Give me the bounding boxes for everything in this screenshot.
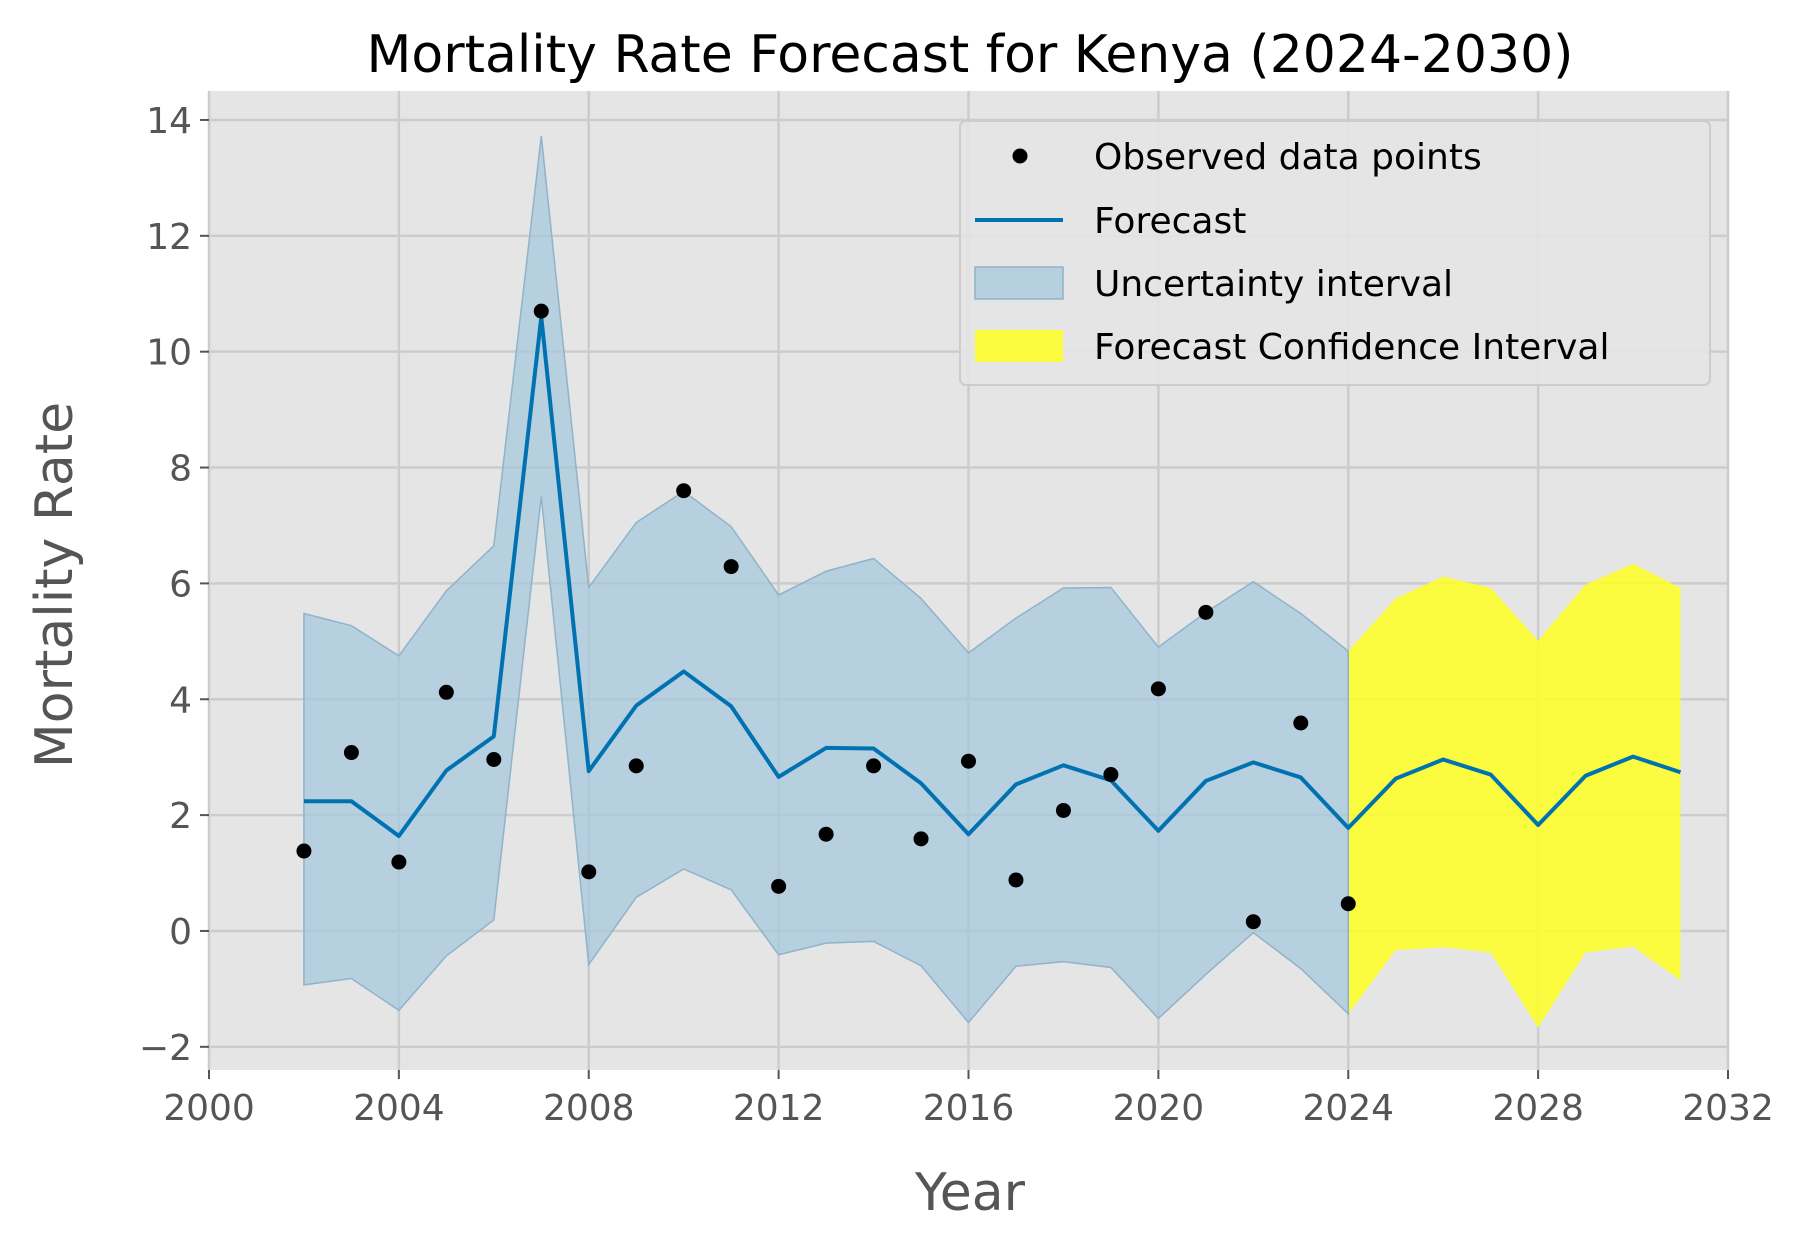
legend-label: Forecast bbox=[1094, 201, 1246, 242]
x-tick-label: 2008 bbox=[543, 1088, 635, 1129]
observed-point bbox=[1103, 767, 1119, 783]
y-tick-label: 10 bbox=[146, 333, 192, 374]
x-tick-label: 2012 bbox=[733, 1088, 825, 1129]
y-tick-label: 14 bbox=[146, 101, 192, 142]
x-tick-label: 2024 bbox=[1302, 1088, 1394, 1129]
observed-point bbox=[723, 559, 739, 575]
uncertainty-interval bbox=[303, 136, 1349, 1024]
observed-point bbox=[438, 684, 454, 700]
x-tick-label: 2032 bbox=[1682, 1088, 1774, 1129]
x-axis-ticks: 2000 2004 2008 2012 2016 2020 2024 2028 2032 bbox=[163, 1070, 1774, 1129]
observed-point bbox=[391, 854, 407, 870]
observed-point bbox=[1055, 802, 1071, 818]
observed-point bbox=[628, 758, 644, 774]
legend-marker-uncertainty bbox=[974, 266, 1064, 300]
observed-point bbox=[533, 303, 549, 319]
forecast-series-line bbox=[303, 314, 1682, 838]
x-tick-label: 2020 bbox=[1113, 1088, 1205, 1129]
observed-point bbox=[961, 753, 976, 769]
legend-label: Observed data points bbox=[1094, 137, 1482, 178]
y-tick-label: 4 bbox=[169, 680, 192, 721]
observed-point bbox=[343, 745, 359, 761]
observed-point bbox=[486, 752, 502, 768]
legend-label: Forecast Confidence Interval bbox=[1094, 327, 1610, 368]
y-tick-label: 12 bbox=[146, 217, 192, 258]
legend-box bbox=[959, 120, 1711, 386]
legend-label: Uncertainty interval bbox=[1094, 264, 1453, 305]
y-axis-ticks: −2 0 2 4 6 8 10 12 14 bbox=[139, 101, 209, 1069]
legend: Observed data points Forecast Uncertainty … bbox=[959, 120, 1711, 386]
x-tick-label: 2028 bbox=[1492, 1088, 1584, 1129]
y-tick-label: −2 bbox=[139, 1028, 192, 1069]
observed-point bbox=[1245, 914, 1261, 930]
x-tick-label: 2016 bbox=[923, 1088, 1015, 1129]
observed-point bbox=[676, 483, 692, 499]
chart-title: Mortality Rate Forecast for Kenya (2024-… bbox=[367, 25, 1574, 85]
observed-point bbox=[1008, 872, 1024, 888]
observed-point bbox=[818, 826, 834, 842]
observed-point bbox=[913, 831, 929, 847]
observed-point bbox=[1198, 604, 1214, 620]
observed-point bbox=[866, 758, 882, 774]
y-axis-label: Mortality Rate bbox=[25, 402, 85, 768]
forecast-confidence-interval bbox=[1348, 563, 1681, 1028]
observed-point bbox=[1293, 715, 1309, 731]
forecast-line bbox=[303, 314, 1682, 838]
x-tick-label: 2004 bbox=[353, 1088, 445, 1129]
x-tick-label: 2000 bbox=[163, 1088, 255, 1129]
y-tick-label: 2 bbox=[169, 796, 192, 837]
legend-marker-observed bbox=[1012, 148, 1028, 164]
observed-point bbox=[1150, 681, 1166, 697]
y-tick-label: 6 bbox=[169, 564, 192, 605]
legend-marker-forecast-ci bbox=[975, 330, 1063, 362]
forecast-ci-area bbox=[1348, 563, 1681, 1028]
x-axis-label: Year bbox=[914, 1163, 1026, 1223]
observed-point bbox=[771, 878, 787, 894]
y-tick-label: 0 bbox=[169, 912, 192, 953]
y-tick-label: 8 bbox=[169, 449, 192, 490]
uncertainty-area bbox=[303, 136, 1349, 1024]
observed-point bbox=[1340, 896, 1356, 912]
observed-point bbox=[296, 843, 312, 859]
observed-points bbox=[296, 303, 1356, 930]
observed-point bbox=[581, 864, 597, 880]
